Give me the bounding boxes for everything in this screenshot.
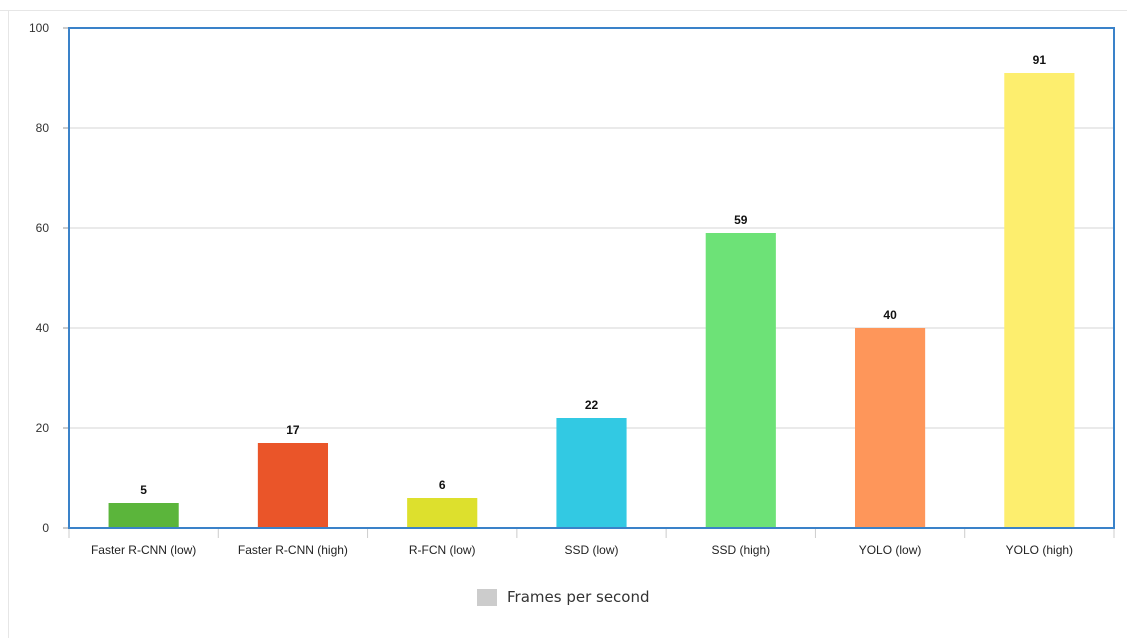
left-frame-line <box>8 10 9 638</box>
data-label: 22 <box>585 398 599 412</box>
data-label: 5 <box>140 483 147 497</box>
bar[interactable] <box>257 443 329 528</box>
y-tick-label: 60 <box>36 221 50 235</box>
bar[interactable] <box>556 418 627 528</box>
y-tick-label: 20 <box>36 421 50 435</box>
axes <box>63 27 1115 538</box>
data-label: 40 <box>883 308 897 322</box>
gridlines <box>69 127 1114 429</box>
legend[interactable]: Frames per second <box>477 588 650 606</box>
bar[interactable] <box>1004 73 1075 528</box>
x-tick-label: Faster R-CNN (high) <box>238 543 348 557</box>
x-tick-label: R-FCN (low) <box>409 543 476 557</box>
x-tick-label: YOLO (high) <box>1006 543 1073 557</box>
data-label: 91 <box>1033 53 1047 67</box>
legend-label: Frames per second <box>507 588 650 606</box>
labels: 0 20 40 60 80 100 5 Faster R-CNN (low) 17 Faster … <box>29 21 1073 557</box>
data-label: 17 <box>286 423 300 437</box>
x-tick-label: Faster R-CNN (low) <box>91 543 196 557</box>
y-tick-label: 40 <box>36 321 50 335</box>
y-tick-label: 0 <box>42 521 49 535</box>
bar[interactable] <box>854 328 926 528</box>
bars <box>108 73 1075 528</box>
data-label: 59 <box>734 213 748 227</box>
top-frame-strip <box>0 0 1127 11</box>
y-tick-label: 80 <box>36 121 50 135</box>
bar[interactable] <box>705 233 776 528</box>
x-tick-label: YOLO (low) <box>859 543 922 557</box>
y-tick-label: 100 <box>29 21 49 35</box>
legend-swatch <box>477 588 497 606</box>
bar-chart: 0 20 40 60 80 100 5 Faster R-CNN (low) 17 Faster … <box>29 21 1115 557</box>
x-tick-label: SSD (high) <box>711 543 770 557</box>
plot-border <box>68 27 1115 529</box>
x-tick-label: SSD (low) <box>564 543 618 557</box>
bar[interactable] <box>108 503 179 528</box>
bar[interactable] <box>407 498 478 528</box>
data-label: 6 <box>439 478 446 492</box>
